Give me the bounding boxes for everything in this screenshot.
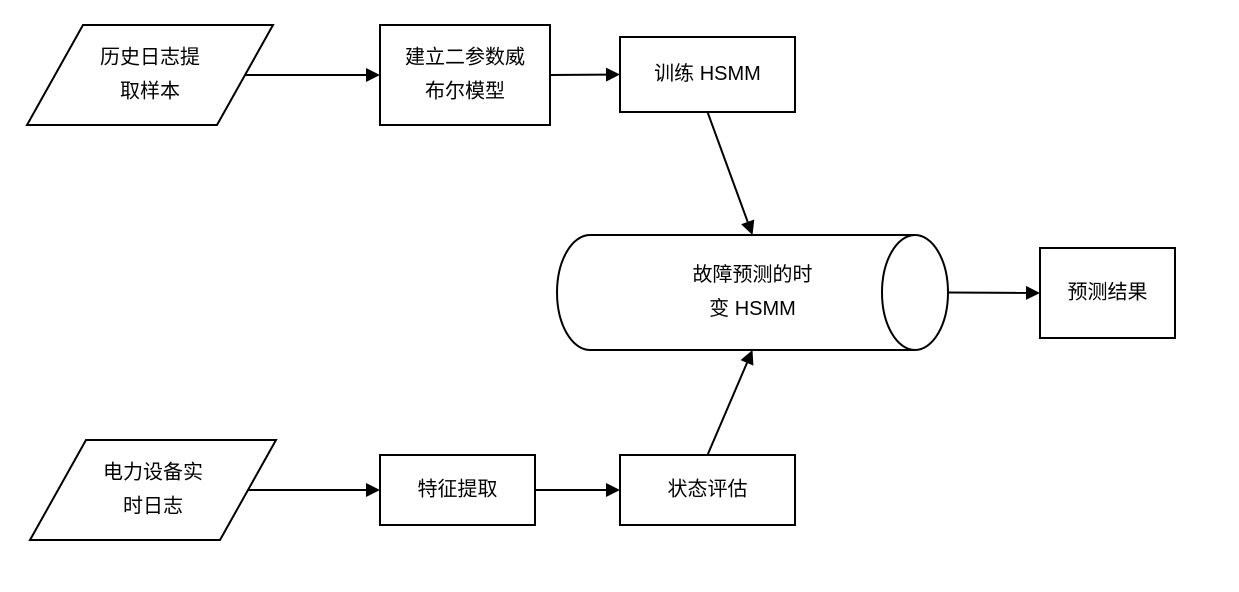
weibull-label: 建立二参数威 — [405, 45, 525, 68]
model-label: 故障预测的时 — [693, 263, 813, 286]
node-feature_extract: 特征提取 — [380, 455, 535, 525]
train_hsmm-label: 训练 HSMM — [654, 62, 761, 85]
node-train_hsmm: 训练 HSMM — [620, 37, 795, 112]
arrow-train_hsmm-to-model — [708, 112, 755, 235]
realtime_log-label: 时日志 — [123, 494, 183, 517]
realtime_log-label: 电力设备实 — [103, 460, 203, 483]
node-result: 预测结果 — [1040, 248, 1175, 338]
feature_extract-label: 特征提取 — [418, 477, 498, 500]
flowchart-canvas: 历史日志提取样本 建立二参数威布尔模型 训练 HSMM 故障预测的时变 HSMM 预测结… — [0, 0, 1239, 592]
arrow-state_eval-to-model — [708, 350, 754, 455]
history_sample-label: 取样本 — [120, 79, 180, 102]
node-model: 故障预测的时变 HSMM — [557, 235, 948, 350]
arrow-realtime_log-to-feature_extract — [248, 483, 380, 497]
weibull-label: 布尔模型 — [425, 79, 505, 102]
arrow-history_sample-to-weibull — [245, 68, 380, 82]
arrow-model-to-result — [948, 286, 1040, 300]
node-state_eval: 状态评估 — [620, 455, 795, 525]
result-label: 预测结果 — [1068, 280, 1148, 303]
history_sample-label: 历史日志提 — [100, 45, 200, 68]
node-realtime_log: 电力设备实时日志 — [30, 440, 276, 540]
state_eval-label: 状态评估 — [668, 477, 748, 500]
arrow-feature_extract-to-state_eval — [535, 483, 620, 497]
arrow-weibull-to-train_hsmm — [550, 68, 620, 82]
node-history_sample: 历史日志提取样本 — [27, 25, 273, 125]
model-label: 变 HSMM — [709, 297, 796, 320]
node-weibull: 建立二参数威布尔模型 — [380, 25, 550, 125]
